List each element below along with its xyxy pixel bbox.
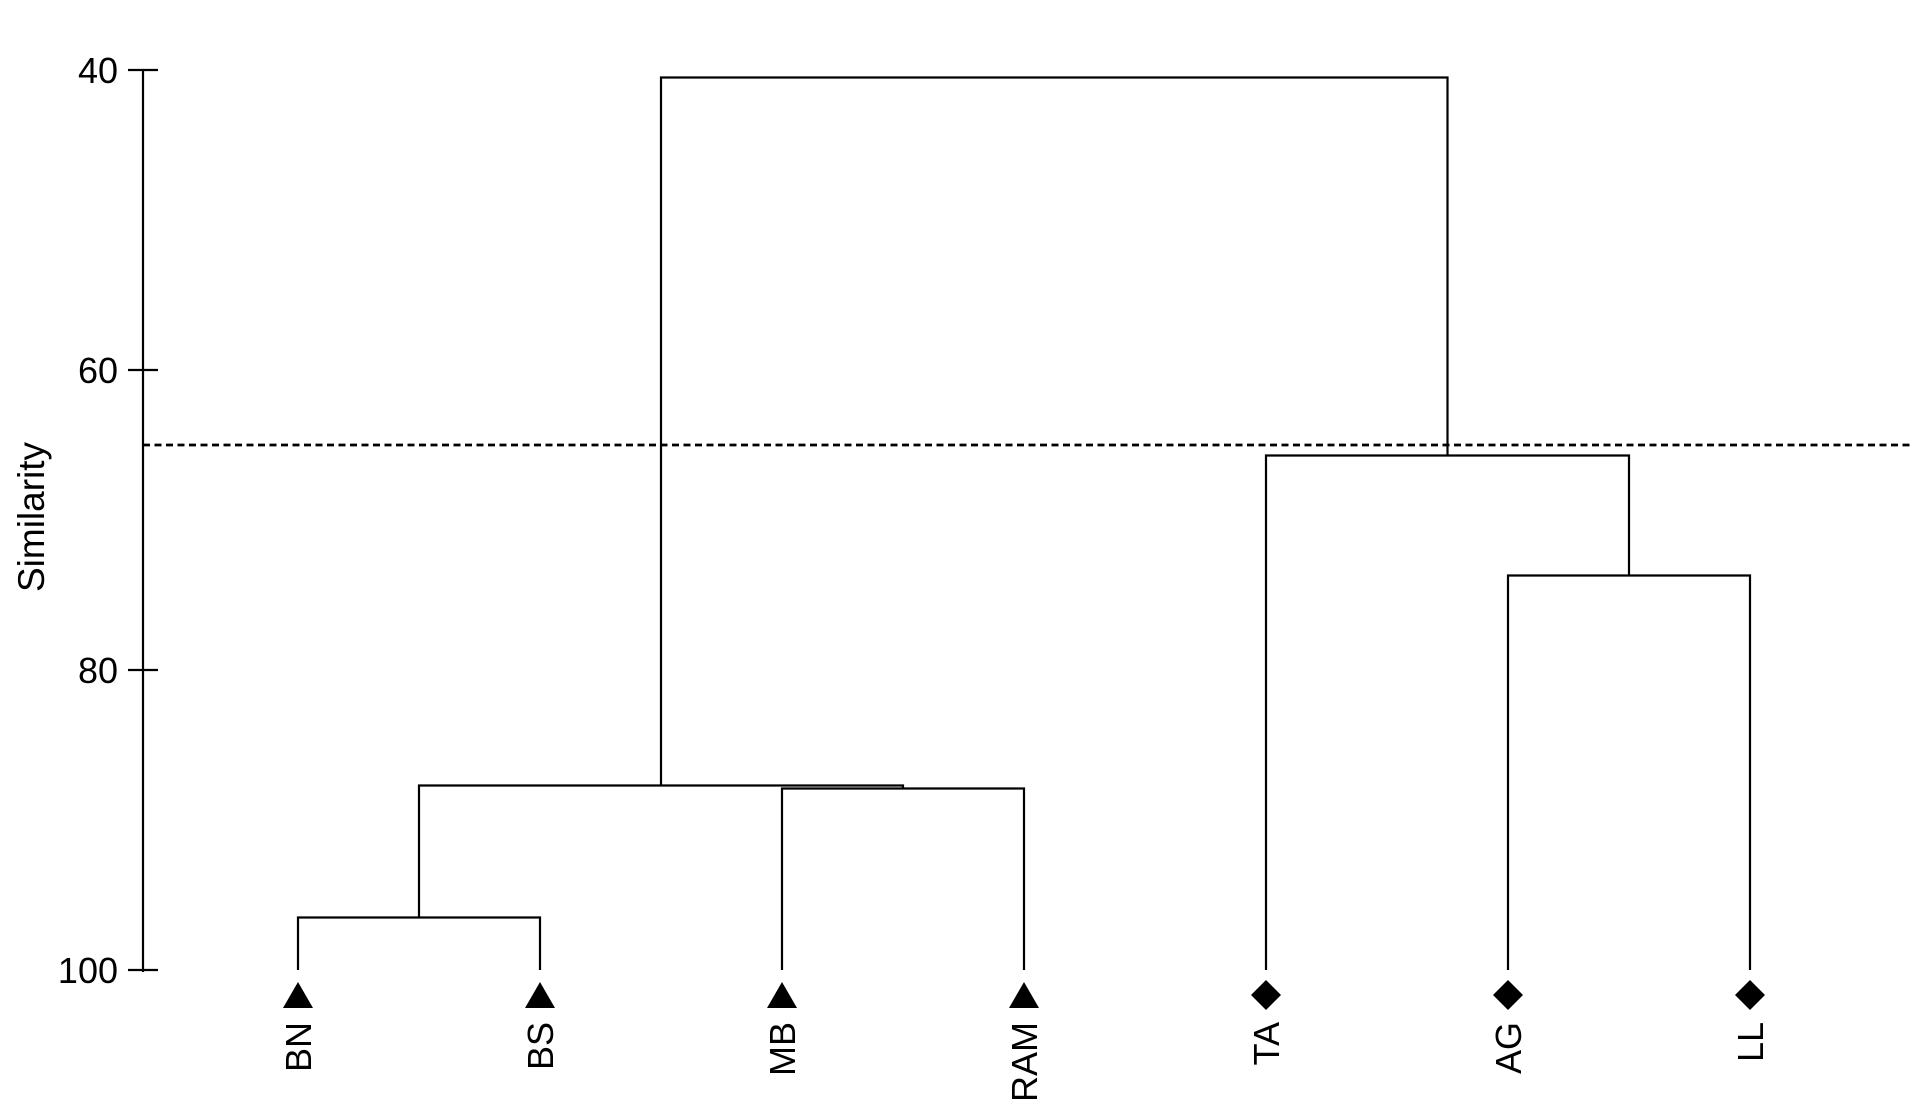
diamond-marker-ag <box>1493 980 1523 1010</box>
cluster-link-m4 <box>1506 574 1752 970</box>
leaf-label-bn: BN <box>278 1022 319 1072</box>
y-tick-label-60: 60 <box>78 350 118 391</box>
cluster-link-m6 <box>659 76 1449 786</box>
leaf-label-bs: BS <box>520 1022 561 1070</box>
triangle-marker-bs <box>525 982 555 1008</box>
cluster-link-m5 <box>1264 454 1631 970</box>
y-tick-label-100: 100 <box>58 950 118 991</box>
cluster-link-m2 <box>780 787 1026 970</box>
triangle-marker-mb <box>767 982 797 1008</box>
leaf-label-ll: LL <box>1730 1022 1771 1062</box>
leaf-labels: BN BS MB RAM TA AG LL <box>278 1022 1771 1102</box>
triangle-marker-bn <box>283 982 313 1008</box>
y-axis-title: Similarity <box>11 441 52 592</box>
y-axis <box>128 68 158 972</box>
triangle-marker-ram <box>1009 982 1039 1008</box>
y-tick-label-80: 80 <box>78 650 118 691</box>
leaf-label-mb: MB <box>762 1022 803 1076</box>
y-axis-tick-labels: 40 60 80 100 <box>58 50 118 991</box>
cluster-link-m1 <box>296 916 542 970</box>
leaf-markers <box>283 980 1765 1010</box>
diamond-marker-ll <box>1735 980 1765 1010</box>
cluster-link-m3 <box>417 784 905 918</box>
y-tick-label-40: 40 <box>78 50 118 91</box>
leaf-label-ta: TA <box>1246 1022 1287 1065</box>
leaf-label-ag: AG <box>1488 1022 1529 1074</box>
leaf-label-ram: RAM <box>1004 1022 1045 1102</box>
cluster-links <box>296 76 1752 970</box>
diamond-marker-ta <box>1251 980 1281 1010</box>
